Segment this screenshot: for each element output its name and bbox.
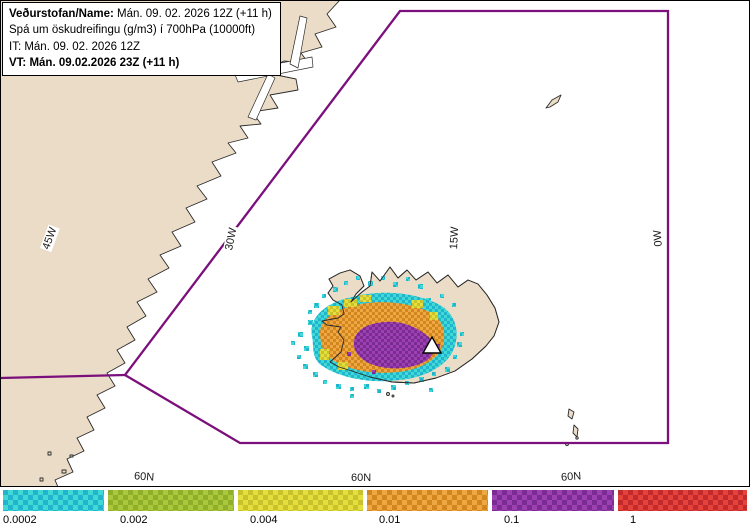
- ash-speckles-yellow: [320, 295, 438, 370]
- issuer-label: Veðurstofan/Name:: [9, 8, 114, 20]
- meridian-label-0w: 0W: [651, 228, 665, 248]
- colorbar: 0.0002 0.002 0.004 0.01 0.1 1: [0, 489, 750, 532]
- info-line-valid-time: VT: Mán. 09.02.2026 23Z (+11 h): [9, 56, 180, 69]
- info-line-issuer: Veðurstofan/Name: Mán. 09. 02. 2026 12Z …: [9, 6, 272, 22]
- ash-speckles-purple: [347, 344, 440, 374]
- colorbar-threshold-3: 0.01: [379, 514, 401, 526]
- parallel-label-60n-west: 60N: [132, 470, 156, 484]
- info-line-product: Spá um öskudreifingu (g/m3) í 700hPa (10…: [9, 24, 256, 37]
- parallel-label-60n-mid: 60N: [350, 472, 373, 484]
- volcano-triangle: [421, 335, 443, 354]
- iceland-coastline-overlay: [321, 266, 500, 384]
- parallel-label-60n-east: 60N: [559, 470, 583, 484]
- forecast-info-box: Veðurstofan/Name: Mán. 09. 02. 2026 12Z …: [2, 2, 281, 77]
- meridian-label-15w: 15W: [448, 225, 462, 251]
- colorbar-segment-green: [108, 490, 234, 511]
- colorbar-threshold-2: 0.004: [250, 514, 278, 526]
- westman-islands: [386, 392, 395, 398]
- ash-plume-high-concentration: [353, 321, 435, 369]
- colorbar-segment-purple: [492, 490, 614, 511]
- cta-boundary: [0, 9, 670, 445]
- colorbar-threshold-1: 0.002: [120, 514, 148, 526]
- colorbar-threshold-0: 0.0002: [3, 514, 37, 526]
- fjord-branch-north: [289, 15, 308, 69]
- map-area: 45W 30W 15W 0W 60N 60N 60N: [0, 0, 750, 487]
- ash-plume: [291, 276, 464, 398]
- colorbar-segment-red: [618, 490, 747, 511]
- colorbar-segment-cyan: [3, 490, 104, 511]
- jan-mayen-island: [545, 94, 562, 109]
- colorbar-segment-yellow: [238, 490, 363, 511]
- issuer-value: Mán. 09. 02. 2026 12Z (+11 h): [117, 8, 272, 20]
- colorbar-segment-orange: [367, 490, 488, 511]
- info-line-issue-time: IT: Mán. 09. 02. 2026 12Z: [9, 40, 141, 53]
- colorbar-threshold-4: 0.1: [504, 514, 520, 526]
- fjord-branch-south: [247, 73, 276, 121]
- colorbar-threshold-5: 1: [630, 514, 637, 526]
- greenland-offshore-islets: [39, 451, 74, 482]
- map-canvas: [0, 0, 750, 487]
